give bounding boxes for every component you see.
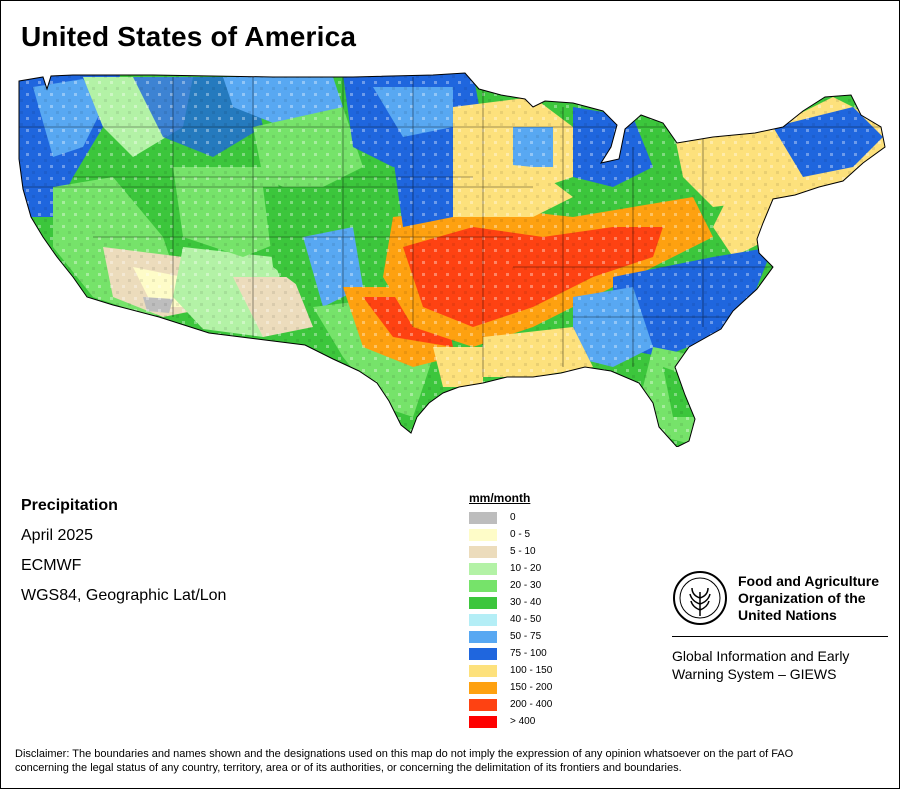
legend-item: 0 - 5	[469, 526, 552, 543]
legend-label: > 400	[510, 716, 536, 727]
legend-swatch	[469, 715, 497, 728]
legend-label: 200 - 400	[510, 699, 553, 710]
giews-line1: Global Information and Early	[672, 648, 850, 664]
legend-label: 20 - 30	[510, 580, 542, 591]
fao-header: Food and Agriculture Organization of the…	[672, 570, 888, 626]
legend: mm/month 0 0 - 5 5 - 10 10 - 20 20 - 30 30 - …	[469, 491, 552, 730]
legend-label: 100 - 150	[510, 665, 553, 676]
fao-name: Food and Agriculture Organization of the…	[738, 573, 879, 624]
legend-item: 10 - 20	[469, 560, 552, 577]
source-label: ECMWF	[21, 557, 82, 574]
legend-item: > 400	[469, 713, 552, 730]
legend-item: 20 - 30	[469, 577, 552, 594]
legend-label: 0 - 5	[510, 529, 531, 540]
legend-swatch	[469, 528, 497, 541]
map-info-panel: Precipitation April 2025 ECMWF WGS84, Ge…	[21, 497, 226, 617]
legend-label: 50 - 75	[510, 631, 542, 642]
fao-logo-icon	[673, 571, 727, 625]
legend-label: 75 - 100	[510, 648, 547, 659]
map-title: United States of America	[21, 21, 357, 52]
legend-items: 0 0 - 5 5 - 10 10 - 20 20 - 30 30 - 40 40 - 50…	[469, 509, 552, 730]
legend-item: 30 - 40	[469, 594, 552, 611]
fao-block: Food and Agriculture Organization of the…	[672, 570, 888, 683]
legend-swatch	[469, 664, 497, 677]
legend-unit: mm/month	[469, 491, 531, 505]
legend-item: 5 - 10	[469, 543, 552, 560]
legend-item: 50 - 75	[469, 628, 552, 645]
legend-swatch	[469, 511, 497, 524]
giews-name: Global Information and Early Warning Sys…	[672, 647, 888, 683]
legend-item: 200 - 400	[469, 696, 552, 713]
legend-item: 75 - 100	[469, 645, 552, 662]
legend-label: 30 - 40	[510, 597, 542, 608]
legend-swatch	[469, 545, 497, 558]
fao-name-line1: Food and Agriculture	[738, 572, 880, 589]
disclaimer-line1: Disclaimer: The boundaries and names sho…	[15, 748, 794, 760]
precipitation-map	[18, 72, 886, 447]
legend-item: 150 - 200	[469, 679, 552, 696]
projection-label: WGS84, Geographic Lat/Lon	[21, 587, 227, 604]
legend-label: 10 - 20	[510, 563, 542, 574]
fao-name-line2: Organization of the	[738, 589, 866, 606]
legend-swatch	[469, 596, 497, 609]
legend-item: 40 - 50	[469, 611, 552, 628]
legend-item: 100 - 150	[469, 662, 552, 679]
legend-label: 5 - 10	[510, 546, 536, 557]
legend-swatch	[469, 562, 497, 575]
period-label: April 2025	[21, 527, 94, 544]
giews-line2: Warning System – GIEWS	[672, 666, 837, 682]
legend-swatch	[469, 613, 497, 626]
legend-swatch	[469, 630, 497, 643]
legend-swatch	[469, 579, 497, 592]
disclaimer: Disclaimer: The boundaries and names sho…	[15, 747, 885, 775]
fao-divider	[672, 636, 888, 637]
legend-item: 0	[469, 509, 552, 526]
legend-swatch	[469, 647, 497, 660]
disclaimer-line2: concerning the legal status of any count…	[15, 762, 682, 774]
legend-label: 0	[510, 512, 516, 523]
legend-swatch	[469, 698, 497, 711]
legend-label: 40 - 50	[510, 614, 542, 625]
fao-name-line3: United Nations	[738, 606, 837, 623]
legend-swatch	[469, 681, 497, 694]
legend-label: 150 - 200	[510, 682, 553, 693]
variable-label: Precipitation	[21, 497, 118, 514]
